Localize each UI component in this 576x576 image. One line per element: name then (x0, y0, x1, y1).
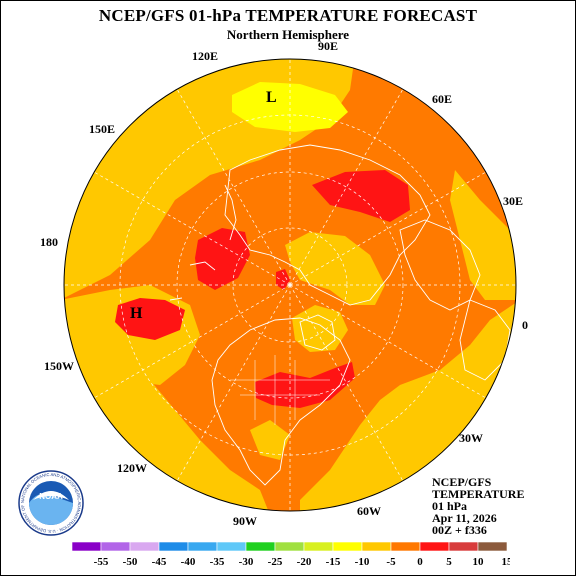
colorbar-box (448, 541, 479, 552)
lon-label-120w: 120W (117, 461, 147, 475)
lon-label-0: 0 (522, 318, 528, 332)
colorbar-box (477, 541, 508, 552)
us-borders (230, 355, 330, 425)
colorbar-tick-label: -50 (123, 556, 138, 568)
colorbar-tick-label: 10 (473, 556, 485, 568)
colorbar-tick-label: -25 (268, 556, 283, 568)
colorbar-box (274, 541, 305, 552)
colorbar-tick-label: -35 (210, 556, 225, 568)
colorbar-box (332, 541, 363, 552)
coast-japan (224, 184, 237, 241)
colorbar-tick-label: -55 (94, 556, 109, 568)
colorbar-labels: -55 -50 -45 -40 -35 -30 -25 -20 -15 -10 -5 0 5 10 15 (94, 556, 510, 568)
colorbar-box (361, 541, 392, 552)
coastlines (169, 144, 511, 486)
forecast-info: NCEP/GFS TEMPERATURE 01 hPa Apr 11, 2026… (432, 476, 524, 536)
map-title: NCEP/GFS 01-hPa TEMPERATURE FORECAST (98, 6, 478, 25)
colorbar-box (245, 541, 276, 552)
lat-circle-50n (176, 171, 404, 399)
coast-islands (169, 261, 216, 301)
info-level: 01 hPa (432, 499, 468, 513)
coast-asia (224, 144, 431, 306)
lon-label-90w: 90W (233, 514, 257, 528)
lon-label-180: 180 (40, 235, 58, 249)
lon-label-120e: 120E (192, 49, 218, 63)
meridian-150e (93, 171, 291, 286)
noaa-logo: NATIONAL OCEANIC AND ATMOSPHERIC ADMINIS… (18, 470, 84, 536)
field-gold-south (250, 420, 290, 460)
lon-label-60w: 60W (357, 504, 381, 518)
coast-northamerica (211, 317, 351, 486)
coast-greenland (299, 314, 336, 351)
colorbar-box (419, 541, 450, 552)
colorbar-tick-label: -10 (355, 556, 370, 568)
colorbar-boxes (71, 541, 508, 552)
coast-africa (459, 299, 511, 381)
colorbar-box (100, 541, 131, 552)
lon-label-150e: 150E (89, 122, 115, 136)
map-subtitle: Northern Hemisphere (226, 27, 350, 42)
field-yellow-north (232, 82, 348, 132)
lon-label-150w: 150W (44, 359, 74, 373)
logo-name: NOAA (39, 492, 63, 501)
meridian-60e (289, 88, 404, 286)
colorbar: -55 -50 -45 -40 -35 -30 -25 -20 -15 -10 -5 0 5 10 15 (71, 541, 510, 568)
info-forecast-hour: 00Z + f336 (432, 523, 487, 537)
low-center-label: L (266, 89, 277, 106)
map-boundary (63, 58, 517, 512)
colorbar-tick-label: -20 (297, 556, 312, 568)
meridian-150w (93, 284, 291, 399)
lon-label-60e: 60E (432, 92, 452, 106)
high-center-label: H (130, 305, 143, 322)
colorbar-tick-label: -45 (152, 556, 167, 568)
colorbar-box (158, 541, 189, 552)
colorbar-tick-label: -15 (326, 556, 341, 568)
colorbar-box (187, 541, 218, 552)
colorbar-tick-label: -40 (181, 556, 196, 568)
lon-label-30e: 30E (503, 194, 523, 208)
meridian-120w (176, 284, 291, 482)
field-gold-small (125, 208, 146, 238)
field-gold-central (285, 232, 385, 305)
meridians (64, 59, 516, 511)
meridian-120e (176, 88, 291, 286)
colorbar-box (303, 541, 334, 552)
field-gold-east (450, 170, 516, 300)
colorbar-tick-label: 15 (502, 556, 511, 568)
colorbar-box (216, 541, 247, 552)
colorbar-tick-label: -30 (239, 556, 254, 568)
colorbar-tick-label: 0 (417, 556, 423, 568)
meridian-30e (289, 171, 487, 286)
colorbar-box (390, 541, 421, 552)
meridian-60w (289, 284, 404, 482)
colorbar-tick-label: 5 (446, 556, 452, 568)
lon-label-30w: 30W (459, 431, 483, 445)
field-red-pacific (195, 228, 250, 290)
info-model: NCEP/GFS (432, 475, 492, 489)
meridian-30w (289, 284, 487, 399)
logo-wave (29, 493, 73, 525)
lon-label-90e: 90E (318, 39, 338, 53)
field-red-siberia (312, 170, 410, 222)
info-date: Apr 11, 2026 (432, 511, 497, 525)
logo-bird-icon (33, 491, 69, 500)
colorbar-tick-label: -5 (386, 556, 396, 568)
field-red-northamerica (255, 362, 355, 408)
colorbar-box (71, 541, 102, 552)
graticule (64, 59, 516, 511)
field-red-pole (276, 269, 290, 290)
colorbar-box (129, 541, 160, 552)
info-variable: TEMPERATURE (432, 487, 525, 501)
field-red-high (115, 298, 185, 340)
